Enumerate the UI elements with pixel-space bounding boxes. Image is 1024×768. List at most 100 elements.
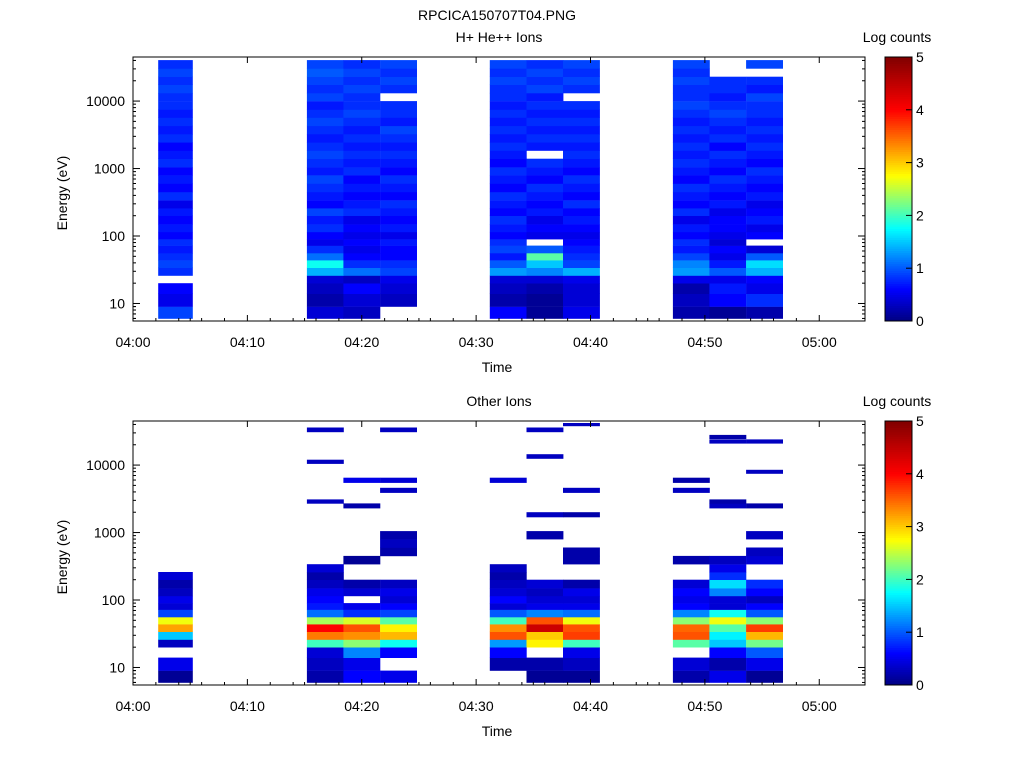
colorbar-tick-label: 4 [916, 466, 924, 482]
colorbar-segment [885, 219, 912, 223]
colorbar-segment [885, 511, 912, 514]
heatmap-cell [380, 260, 417, 268]
colorbar-segment [885, 469, 912, 472]
heatmap-cell [489, 657, 527, 671]
heatmap-cell [343, 239, 381, 246]
y-tick-label: 10000 [86, 93, 125, 109]
heatmap-cell [563, 579, 600, 589]
colorbar-segment [885, 116, 912, 119]
heatmap-cell [563, 101, 600, 110]
heatmap-cell [672, 84, 710, 94]
heatmap-cell [563, 245, 600, 254]
heatmap-cell [709, 434, 747, 440]
colorbar-segment [885, 636, 912, 640]
colorbar-segment [885, 445, 912, 448]
heatmap-cell [343, 60, 381, 69]
heatmap-cell [672, 167, 710, 176]
heatmap-cell [526, 231, 564, 240]
colorbar-segment [885, 257, 912, 260]
heatmap-cell [709, 76, 747, 85]
colorbar-segment [885, 594, 912, 598]
colorbar-segment [885, 184, 912, 188]
colorbar-segment [885, 482, 912, 486]
heatmap-cell [158, 260, 193, 268]
colorbar-segment [885, 583, 912, 587]
colorbar-segment [885, 682, 912, 686]
colorbar-segment [885, 638, 912, 642]
colorbar-segment [885, 153, 912, 157]
heatmap-cell [709, 215, 747, 225]
heatmap-cell [306, 92, 344, 102]
heatmap-cell [380, 539, 417, 548]
heatmap-cell [672, 631, 710, 640]
heatmap-cell [380, 609, 417, 618]
colorbar-segment [885, 652, 912, 655]
heatmap-cell [526, 175, 564, 184]
heatmap-cell [306, 117, 344, 127]
heatmap-cell [563, 158, 600, 168]
heatmap-cell [709, 200, 747, 209]
heatmap-cell [746, 158, 783, 168]
colorbar-segment [885, 118, 912, 122]
colorbar-segment [885, 478, 912, 481]
colorbar-segment [885, 458, 912, 461]
heatmap-cell [526, 595, 564, 604]
heatmap-cell [526, 109, 564, 118]
colorbar-segment [885, 145, 912, 148]
heatmap-cell [672, 670, 710, 683]
heatmap-cell [672, 239, 710, 246]
heatmap-cell [343, 92, 381, 102]
heatmap-cell [489, 245, 527, 254]
heatmap-cell [672, 603, 710, 610]
colorbar-segment [885, 263, 912, 267]
heatmap-cell [343, 631, 381, 640]
colorbar-segment [885, 531, 912, 534]
colorbar-label: Log counts [863, 393, 932, 409]
colorbar-segment [885, 112, 912, 115]
colorbar-segment [885, 292, 912, 295]
colorbar-segment [885, 605, 912, 609]
heatmap-cell [672, 175, 710, 184]
heatmap-cell [158, 572, 193, 580]
heatmap-cell [380, 531, 417, 540]
heatmap-cell [306, 283, 344, 294]
heatmap-cell [746, 267, 783, 276]
heatmap-cell [158, 239, 193, 246]
heatmap-cell [343, 503, 381, 509]
heatmap-cell [526, 158, 564, 168]
heatmap-cell [746, 231, 783, 240]
heatmap-cell [489, 224, 527, 233]
heatmap-cell [489, 267, 527, 276]
colorbar-segment [885, 215, 912, 218]
heatmap-cell [489, 215, 527, 225]
heatmap-cell [306, 245, 344, 254]
heatmap-cell [380, 200, 417, 209]
heatmap-cell [746, 588, 783, 597]
heatmap-cell [672, 555, 710, 565]
panel-title: Other Ions [466, 393, 531, 409]
y-tick-label: 10000 [86, 457, 125, 473]
colorbar-segment [885, 193, 912, 196]
heatmap-cell [380, 267, 417, 276]
heatmap-cell [563, 293, 600, 307]
heatmap-cell [672, 283, 710, 294]
heatmap-cell [380, 134, 417, 143]
heatmap-cell [158, 253, 193, 261]
heatmap-cell [672, 639, 710, 648]
colorbar-segment [885, 610, 912, 613]
heatmap-cell [746, 293, 783, 307]
heatmap-cell [158, 191, 193, 201]
colorbar-segment [885, 454, 912, 457]
colorbar-segment [885, 123, 912, 126]
heatmap-cell [672, 595, 710, 604]
colorbar-segment [885, 528, 912, 532]
colorbar-segment [885, 590, 912, 593]
heatmap-cell [709, 142, 747, 151]
heatmap-cell [746, 191, 783, 201]
heatmap-cell [746, 142, 783, 151]
colorbar-segment [885, 268, 912, 271]
colorbar-segment [885, 259, 912, 262]
colorbar-segment [885, 429, 912, 433]
colorbar-segment [885, 621, 912, 624]
colorbar-segment [885, 167, 912, 170]
